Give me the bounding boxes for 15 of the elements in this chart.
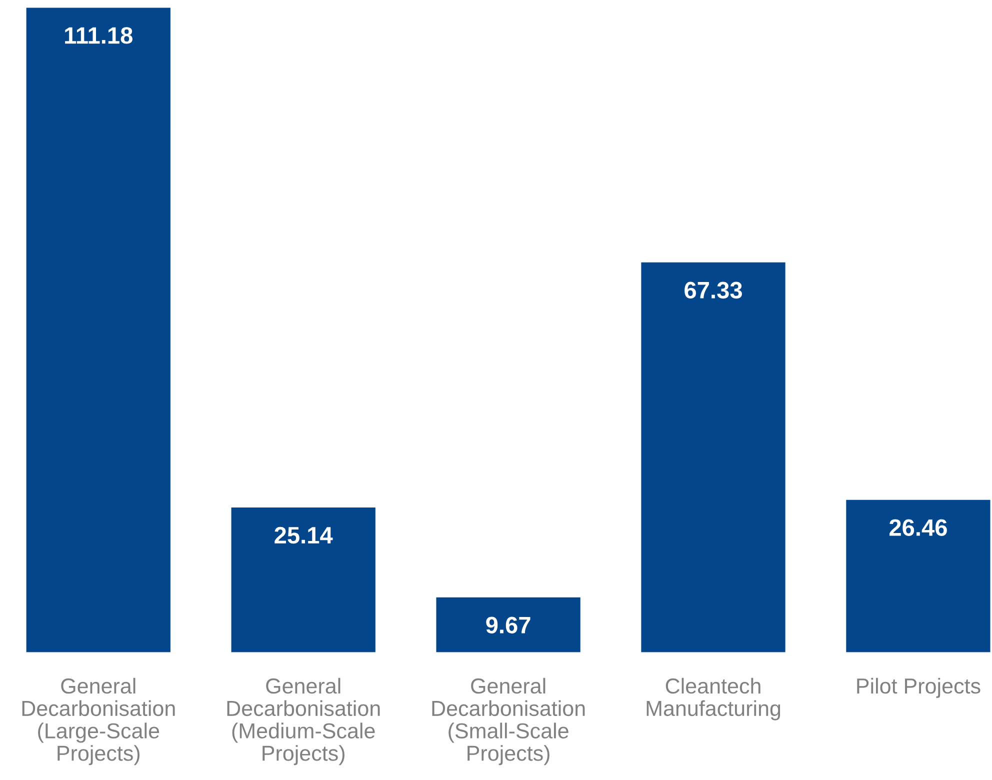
data-label: 67.33 <box>684 282 742 299</box>
bar <box>640 261 787 653</box>
bar <box>230 506 377 653</box>
x-tick-label: General Decarbonisation (Medium-Scale Projects) <box>227 678 380 766</box>
data-label: 25.14 <box>274 526 333 544</box>
x-tick-label: Cleantech Manufacturing <box>646 678 780 720</box>
x-tick-label: General Decarbonisation (Small-Scale Projects) <box>432 678 585 766</box>
x-tick-label: General Decarbonisation (Large-Scale Projects) <box>22 678 175 766</box>
data-label: 26.46 <box>889 519 947 536</box>
bar <box>844 498 992 653</box>
bar <box>434 596 582 653</box>
bar <box>24 7 172 653</box>
x-tick-label: Pilot Projects <box>857 678 980 698</box>
data-label: 9.67 <box>486 616 530 634</box>
data-label: 111.18 <box>65 27 132 44</box>
